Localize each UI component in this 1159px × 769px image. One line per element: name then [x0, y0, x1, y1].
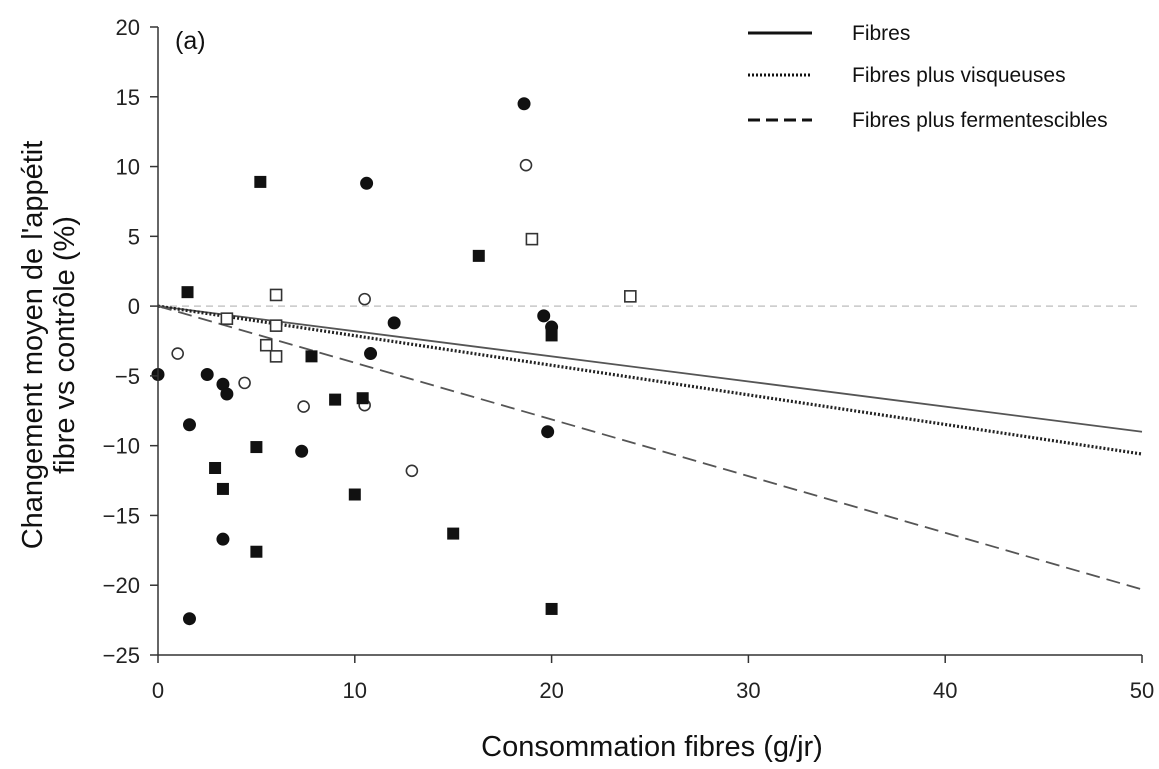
legend-label-visqueuses: Fibres plus visqueuses — [852, 64, 1066, 87]
filled-square-point — [254, 175, 267, 188]
filled-square-point — [545, 329, 558, 342]
x-tick-label: 10 — [343, 678, 367, 703]
filled-circle-point — [360, 176, 374, 190]
x-tick-label: 50 — [1130, 678, 1154, 703]
open-circle-point — [405, 464, 419, 478]
open-square-point — [269, 350, 283, 363]
filled-circle-point — [541, 425, 555, 439]
x-tick-label: 40 — [933, 678, 957, 703]
y-tick-label: 0 — [128, 294, 140, 319]
open-square-point — [525, 232, 539, 246]
trend-lines — [157, 304, 1143, 591]
y-axis-title-line-2: fibre vs contrôle (%) — [49, 216, 81, 474]
filled-circle-point — [216, 532, 230, 546]
filled-circle-point — [537, 309, 551, 323]
y-tick-label: 15 — [116, 85, 140, 110]
y-tick-label: −25 — [103, 643, 140, 668]
filled-square-point — [356, 392, 369, 405]
filled-square-point — [181, 286, 194, 299]
open-circle-point — [297, 400, 310, 413]
filled-square-point — [545, 602, 558, 615]
x-tick-label: 0 — [152, 678, 164, 703]
x-tick-label: 30 — [736, 678, 760, 703]
axes — [150, 26, 1143, 663]
open-circle-point — [171, 347, 184, 360]
open-square-point — [220, 312, 234, 325]
filled-square-point — [250, 441, 263, 454]
y-tick-label: −10 — [103, 434, 140, 459]
filled-circle-point — [182, 612, 196, 626]
x-axis-title: Consommation fibres (g/jr) — [481, 731, 823, 763]
filled-square-point — [348, 488, 361, 501]
y-axis-title: Changement moyen de l'appétit fibre vs c… — [17, 141, 81, 550]
y-tick-label: 20 — [116, 15, 140, 40]
y-tick-label: −5 — [115, 364, 140, 389]
legend: Fibres Fibres plus visqueuses Fibres plu… — [748, 22, 1108, 132]
filled-square-point — [305, 350, 318, 363]
filled-square-point — [216, 482, 229, 495]
legend-label-fermentescibles: Fibres plus fermentescibles — [852, 109, 1108, 132]
filled-square-point — [250, 545, 263, 558]
filled-square-point — [209, 461, 222, 474]
open-square-point — [269, 288, 283, 302]
filled-circle-point — [387, 316, 401, 330]
open-circle-point — [358, 292, 371, 306]
open-square-point — [624, 290, 637, 303]
filled-circle-point — [200, 367, 214, 381]
open-square-point — [259, 338, 273, 352]
filled-square-point — [472, 249, 485, 262]
filled-circle-point — [182, 418, 196, 432]
open-circle-point — [238, 376, 251, 390]
trend-line-dashed — [157, 305, 1143, 591]
y-tick-label: 5 — [128, 224, 140, 249]
legend-label-fibres: Fibres — [852, 22, 910, 45]
filled-circle-point — [295, 444, 309, 458]
open-square-point — [269, 319, 283, 332]
y-tick-label: −20 — [103, 573, 140, 598]
y-tick-label: −15 — [103, 503, 140, 528]
filled-square-point — [329, 393, 342, 406]
trend-line-solid — [157, 305, 1143, 433]
panel-label: (a) — [175, 27, 206, 55]
y-tick-label: 10 — [116, 155, 140, 180]
filled-circle-point — [364, 347, 378, 361]
open-circle-point — [519, 158, 533, 172]
data-points — [151, 97, 637, 626]
x-tick-label: 20 — [539, 678, 563, 703]
filled-circle-point — [220, 387, 234, 401]
trend-line-dotted — [157, 304, 1143, 456]
y-axis-title-line-1: Changement moyen de l'appétit — [17, 141, 49, 550]
filled-square-point — [447, 527, 460, 540]
filled-circle-point — [517, 97, 531, 111]
